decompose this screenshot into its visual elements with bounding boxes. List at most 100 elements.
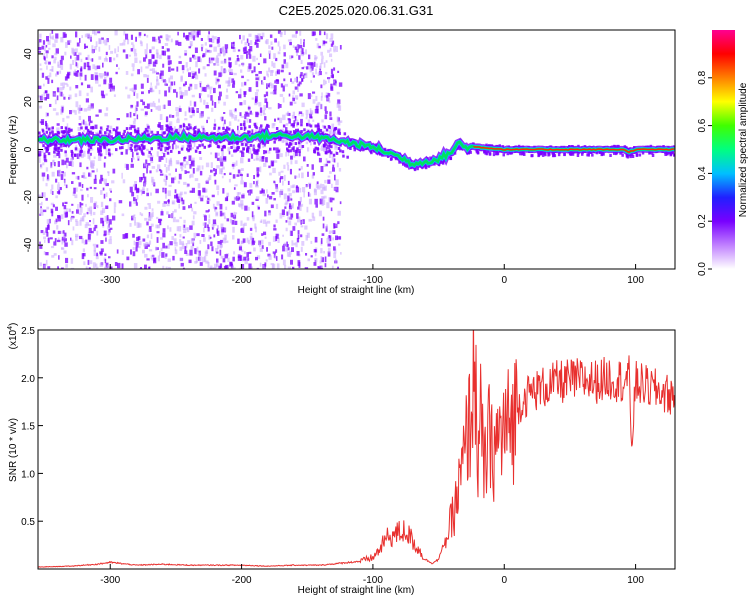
spectrogram-cell <box>314 198 318 205</box>
spectrogram-cell <box>161 252 165 258</box>
spectrogram-cell <box>46 36 49 42</box>
spectrogram-cell <box>65 184 68 189</box>
spectrogram-cell <box>179 127 182 132</box>
spectrogram-cell <box>214 179 217 185</box>
spectrogram-cell <box>122 179 126 184</box>
spectrogram-cell <box>44 146 47 150</box>
spectrogram-cell <box>97 31 101 34</box>
spectrogram-cell <box>132 120 136 125</box>
spectrogram-cell <box>90 86 93 93</box>
spectrogram-cell <box>161 151 164 154</box>
spectrogram-cell <box>273 147 276 151</box>
spectrogram-cell <box>291 147 294 151</box>
spectrogram-cell <box>83 66 86 70</box>
spectrogram-cell <box>143 163 147 167</box>
spectrogram-cell <box>149 49 152 54</box>
spectrogram-cell <box>269 172 272 176</box>
spectrogram-cell <box>196 233 200 237</box>
spectrogram-cell <box>274 38 277 43</box>
spectrogram-cell <box>165 253 168 257</box>
spectrogram-cell <box>73 72 77 76</box>
spectrogram-cell <box>65 264 68 268</box>
spectrogram-cell <box>249 182 253 188</box>
spectrogram-cell <box>165 128 169 132</box>
spectrogram-cell <box>289 101 293 106</box>
spectrogram-cell <box>239 267 242 269</box>
spectrogram-cell <box>95 132 98 135</box>
spectrogram-cell <box>638 153 642 157</box>
spectrogram-cell <box>158 39 161 44</box>
spectrogram-cell <box>333 252 337 259</box>
spectrogram-cell <box>43 192 46 198</box>
spectrogram-cell <box>219 244 222 249</box>
spectrogram-cell <box>137 127 140 133</box>
spectrogram-cell <box>303 42 305 48</box>
spectrogram-cell <box>277 30 282 34</box>
spectrogram-cell <box>182 236 185 239</box>
spectrogram-cell <box>337 147 341 150</box>
spectrogram-cell <box>61 171 64 174</box>
spectrogram-cell <box>308 198 312 205</box>
spectrogram-cell <box>322 223 325 229</box>
spectrogram-cell <box>256 167 260 172</box>
spectrogram-cell <box>113 207 116 214</box>
spectrogram-cell <box>165 193 167 199</box>
spectrogram-cell <box>290 155 293 160</box>
spectrogram-cell <box>88 115 91 122</box>
spectrogram-cell <box>207 197 210 200</box>
spectrogram-cell <box>211 107 214 112</box>
spectrogram-cell <box>287 216 291 220</box>
spectrogram-cell <box>57 237 60 241</box>
spectrogram-cell <box>70 237 72 241</box>
spectrogram-cell <box>300 130 303 134</box>
spectrogram-cell <box>334 187 337 190</box>
spectrogram-cell <box>307 62 310 65</box>
spectrogram-cell <box>323 79 326 86</box>
spectrogram-cell <box>273 53 276 59</box>
spectrogram-cell <box>188 32 192 35</box>
spectrogram-cell <box>67 130 71 134</box>
spectrogram-cell <box>189 126 192 130</box>
spectrogram-cell <box>277 51 281 55</box>
spectrogram-cell <box>288 220 292 226</box>
spectrogram-cell <box>85 222 89 226</box>
spectrogram-cell <box>286 211 289 216</box>
spectrogram-cell <box>80 188 83 192</box>
spectrogram-cell <box>75 187 78 192</box>
spectrogram-cell <box>282 138 286 143</box>
spectrogram-cell <box>104 131 107 135</box>
spectrogram-cell <box>74 110 77 115</box>
spectrogram-cell <box>218 72 222 78</box>
spectrogram-cell <box>109 131 113 134</box>
spectrogram-cell <box>70 158 74 163</box>
spectrogram-cell <box>267 253 271 257</box>
spectrogram-cell <box>285 142 289 146</box>
snr-x-label: Height of straight line (km) <box>298 585 415 596</box>
spectrogram-cell <box>290 198 293 201</box>
spectrogram-cell <box>179 246 183 251</box>
spectrogram-cell <box>323 41 328 44</box>
spectrogram-cell <box>287 266 291 269</box>
spectrogram-cell <box>154 38 158 43</box>
spectrogram-cell <box>204 255 207 262</box>
spectrogram-cell <box>305 109 309 116</box>
spectrogram-cell <box>43 264 46 269</box>
spectrogram-cell <box>89 206 93 211</box>
spectrogram-cell <box>145 159 148 165</box>
spectrogram-cell <box>134 105 138 109</box>
spectrogram-cell <box>302 187 306 193</box>
spectrogram-cell <box>324 114 328 120</box>
spectrogram-cell <box>312 99 316 104</box>
spectrogram-cell <box>174 233 177 236</box>
spectrogram-cell <box>188 86 191 91</box>
spectrogram-cell <box>192 73 196 78</box>
spectrogram-cell <box>189 249 193 256</box>
y-tick-label: 2.5 <box>21 326 35 337</box>
spectrogram-cell <box>38 194 41 197</box>
spectrogram-cell <box>288 145 291 149</box>
spectrogram-cell <box>231 43 235 49</box>
spectrogram-cell <box>215 211 219 217</box>
spectrogram-cell <box>65 238 67 242</box>
spectrogram-cell <box>200 58 202 63</box>
spectrogram-cell <box>208 57 211 64</box>
